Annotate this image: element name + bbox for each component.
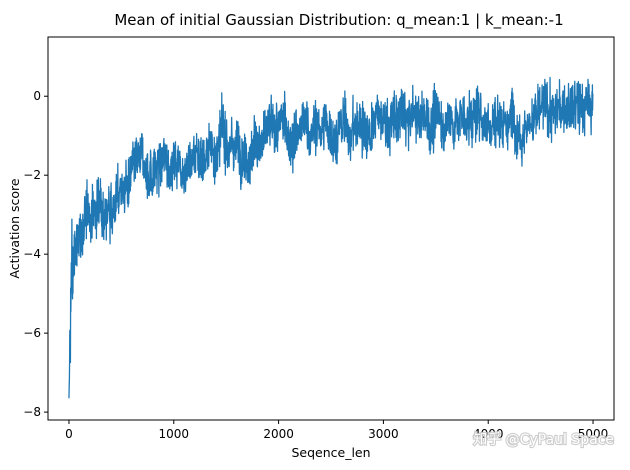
y-tick-label: −2 <box>23 168 41 182</box>
x-axis-label: Seqence_len <box>291 445 370 460</box>
watermark-text: 知乎 @CyPaul Space <box>473 431 614 448</box>
y-tick-label: −8 <box>23 405 41 419</box>
chart-title: Mean of initial Gaussian Distribution: q… <box>114 11 563 30</box>
y-tick-label: −6 <box>23 326 41 340</box>
x-axis: 0 1000 2000 3000 4000 5000 <box>65 420 608 441</box>
x-tick-label: 0 <box>65 427 73 441</box>
y-tick-label: 0 <box>33 89 41 103</box>
x-tick-label: 1000 <box>159 427 190 441</box>
x-tick-label: 2000 <box>263 427 294 441</box>
x-tick-label: 4000 <box>473 427 504 441</box>
series-line <box>68 76 594 399</box>
x-tick-label: 5000 <box>578 427 609 441</box>
y-axis-label: Activation score <box>7 178 22 278</box>
y-axis: −8 −6 −4 −2 0 <box>23 89 48 419</box>
plot-area <box>68 76 594 399</box>
x-tick-label: 3000 <box>368 427 399 441</box>
plot-frame <box>47 36 615 421</box>
y-tick-label: −4 <box>23 247 41 261</box>
